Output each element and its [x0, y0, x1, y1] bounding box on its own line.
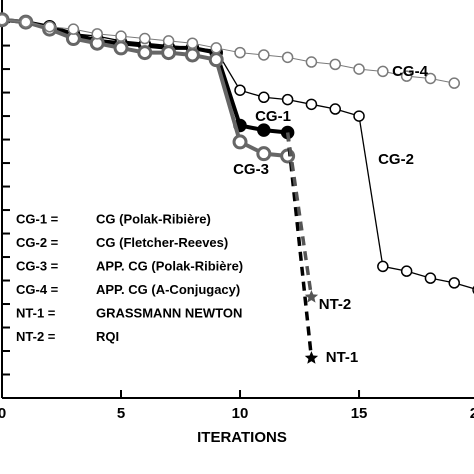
- marker: [424, 72, 437, 85]
- marker: [424, 272, 437, 284]
- legend-text: RQI: [96, 329, 119, 344]
- marker: [448, 77, 460, 89]
- marker: [67, 23, 80, 35]
- series-label: NT-1: [326, 349, 359, 366]
- marker: [186, 37, 199, 49]
- legend-text: CG (Fletcher-Reeves): [96, 235, 228, 250]
- marker: [208, 52, 224, 68]
- marker: [115, 30, 127, 42]
- marker: [20, 16, 32, 28]
- marker: [256, 146, 272, 162]
- series-label: NT-2: [319, 296, 352, 313]
- marker: [258, 49, 270, 61]
- legend-text: APP. CG (Polak-Ribière): [96, 258, 243, 273]
- marker: [232, 134, 248, 150]
- marker: [0, 13, 8, 26]
- x-tick-label: 5: [117, 405, 125, 422]
- legend-key: CG-1 =: [16, 211, 59, 226]
- legend-key: CG-4 =: [16, 282, 59, 297]
- series-label: CG-4: [392, 63, 428, 80]
- marker: [353, 63, 365, 75]
- marker: [113, 40, 129, 56]
- marker: [281, 93, 294, 106]
- marker: [257, 123, 271, 137]
- marker: [329, 103, 341, 115]
- legend-key: NT-1 =: [16, 305, 56, 320]
- marker: [162, 35, 175, 47]
- plot: [0, 12, 474, 364]
- series-label: CG-3: [233, 161, 269, 178]
- legend-key: CG-3 =: [16, 258, 59, 273]
- marker: [305, 56, 318, 68]
- marker: [329, 58, 341, 71]
- marker: [91, 28, 103, 40]
- marker: [210, 42, 222, 54]
- legend-text: GRASSMANN NEWTON: [96, 305, 242, 320]
- series-label: CG-1: [255, 108, 291, 125]
- marker: [258, 91, 270, 104]
- x-tick-label: 15: [351, 405, 368, 422]
- legend-key: NT-2 =: [16, 329, 56, 344]
- marker: [161, 45, 177, 61]
- legend-text: CG (Polak-Ribière): [96, 211, 211, 226]
- x-tick-label: 20: [470, 405, 474, 422]
- marker: [377, 65, 389, 78]
- x-axis-label: ITERATIONS: [197, 429, 287, 446]
- marker: [43, 21, 56, 33]
- marker: [184, 47, 200, 63]
- marker: [234, 46, 246, 59]
- x-tick-label: 10: [232, 405, 249, 422]
- marker: [304, 351, 319, 364]
- series-label: CG-2: [378, 151, 414, 168]
- legend-key: CG-2 =: [16, 235, 59, 250]
- marker: [137, 45, 153, 61]
- marker: [304, 290, 319, 303]
- marker: [448, 277, 460, 289]
- marker: [400, 265, 413, 277]
- marker: [305, 98, 318, 111]
- legend-text: APP. CG (A-Conjugacy): [96, 282, 240, 297]
- marker: [139, 32, 151, 45]
- x-tick-label: 0: [0, 405, 6, 422]
- marker: [234, 84, 246, 96]
- marker: [281, 51, 294, 64]
- marker: [353, 110, 365, 122]
- marker: [400, 70, 413, 82]
- series-line: [285, 132, 314, 298]
- marker: [377, 260, 389, 273]
